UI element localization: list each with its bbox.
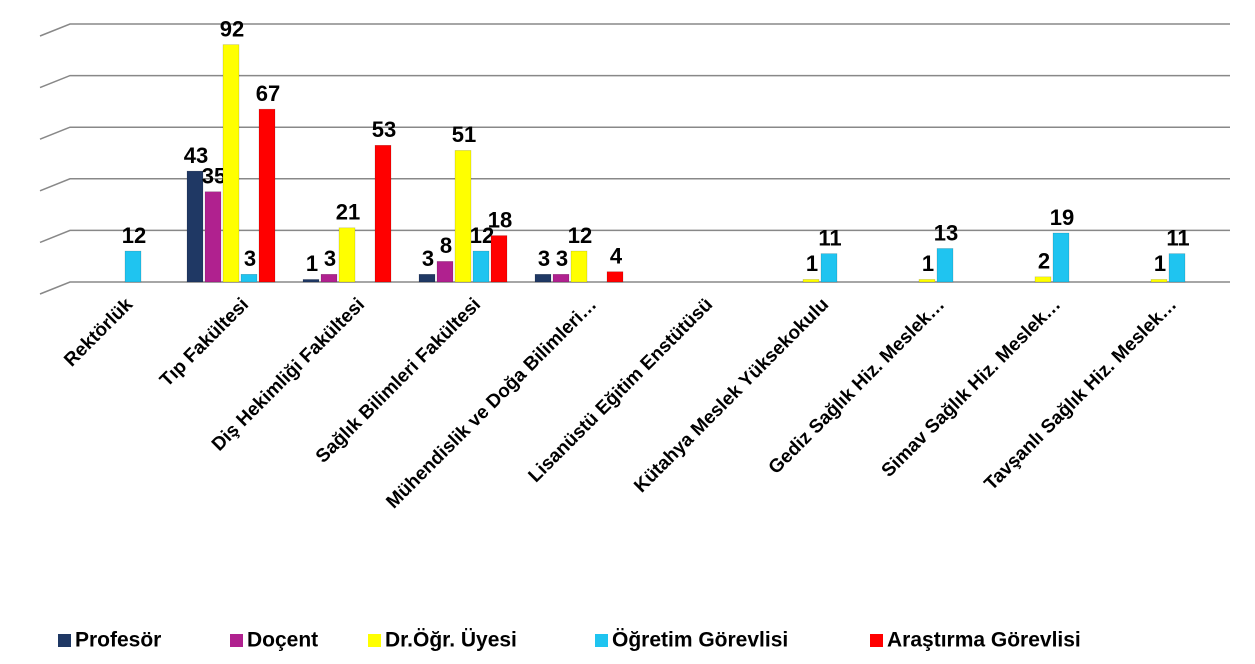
data-label: 12 bbox=[568, 223, 592, 248]
data-label: 3 bbox=[556, 246, 568, 271]
data-label: 8 bbox=[440, 233, 452, 258]
data-label: 3 bbox=[244, 246, 256, 271]
legend-swatch bbox=[368, 634, 381, 647]
data-label: 12 bbox=[470, 223, 494, 248]
data-label: 11 bbox=[1166, 225, 1189, 250]
legend-item: Profesör bbox=[58, 629, 161, 652]
bar bbox=[534, 274, 552, 283]
legend-swatch bbox=[870, 634, 883, 647]
bar bbox=[1034, 276, 1052, 283]
bar bbox=[418, 274, 436, 283]
bar bbox=[302, 279, 320, 283]
bar bbox=[918, 279, 936, 283]
bar bbox=[490, 235, 508, 283]
data-label: 1 bbox=[922, 251, 934, 276]
data-label: 67 bbox=[256, 81, 280, 106]
legend-swatch bbox=[58, 634, 71, 647]
data-label: 2 bbox=[1038, 249, 1050, 274]
grid-line bbox=[39, 178, 1230, 192]
bar bbox=[936, 248, 954, 283]
data-label: 43 bbox=[184, 143, 208, 168]
legend-item: Dr.Öğr. Üyesi bbox=[368, 629, 517, 652]
grid-line bbox=[39, 23, 1230, 37]
data-label: 1 bbox=[1154, 251, 1166, 276]
bar bbox=[606, 271, 624, 283]
grid-line bbox=[39, 229, 1230, 244]
bar bbox=[374, 145, 392, 283]
data-label: 19 bbox=[1050, 205, 1074, 230]
x-tick-label: Kütahya Meslek Yüksekokulu bbox=[630, 294, 833, 497]
data-label: 12 bbox=[122, 223, 146, 248]
x-tick-label: Mühendislik ve Doğa Bilimleri… bbox=[382, 294, 601, 513]
bar bbox=[570, 250, 588, 283]
bar bbox=[338, 227, 356, 283]
legend-item: Doçent bbox=[230, 629, 318, 652]
legend-item: Araştırma Görevlisi bbox=[870, 629, 1081, 652]
x-tick-label: Tıp Fakültesi bbox=[156, 294, 253, 391]
data-label: 3 bbox=[422, 246, 434, 271]
data-label: 3 bbox=[538, 246, 550, 271]
bar bbox=[320, 274, 338, 283]
legend-label: Araştırma Görevlisi bbox=[887, 629, 1081, 652]
x-tick-label: Rektörlük bbox=[60, 294, 137, 371]
legend-swatch bbox=[230, 634, 243, 647]
bar bbox=[186, 170, 204, 283]
data-label: 92 bbox=[220, 16, 244, 41]
data-label: 11 bbox=[818, 225, 841, 250]
bar bbox=[124, 250, 142, 283]
bar bbox=[820, 253, 838, 283]
legend-label: Doçent bbox=[247, 629, 318, 652]
bar bbox=[436, 261, 454, 283]
data-label: 3 bbox=[324, 246, 336, 271]
x-tick-label: Tavşanlı Sağlık Hiz. Meslek… bbox=[981, 294, 1182, 495]
data-label: 18 bbox=[488, 207, 512, 232]
bar bbox=[552, 274, 570, 283]
bar bbox=[222, 44, 240, 283]
data-label: 21 bbox=[336, 200, 360, 225]
data-label: 1 bbox=[306, 251, 318, 276]
legend-item: Öğretim Görevlisi bbox=[595, 629, 788, 652]
grid-line bbox=[39, 74, 1230, 89]
grid-line bbox=[39, 281, 1230, 295]
bar bbox=[204, 191, 222, 283]
bar bbox=[1052, 232, 1070, 283]
bar bbox=[454, 150, 472, 283]
x-tick-label: Lisanüstü Eğitim Enstütüsü bbox=[525, 294, 717, 486]
bar bbox=[1150, 279, 1168, 283]
data-label: 53 bbox=[372, 117, 396, 142]
bar bbox=[472, 250, 490, 283]
data-label: 4 bbox=[610, 243, 623, 268]
data-label: 35 bbox=[202, 164, 226, 189]
data-label: 13 bbox=[934, 220, 958, 245]
legend-label: Dr.Öğr. Üyesi bbox=[385, 629, 517, 652]
legend-label: Öğretim Görevlisi bbox=[612, 629, 788, 652]
bar bbox=[258, 108, 276, 283]
bar bbox=[1168, 253, 1186, 283]
bar bbox=[802, 279, 820, 283]
grid-line bbox=[39, 126, 1230, 140]
bar bbox=[240, 274, 258, 283]
legend-label: Profesör bbox=[75, 629, 161, 652]
data-label: 51 bbox=[452, 122, 476, 147]
legend-swatch bbox=[595, 634, 608, 647]
data-label: 1 bbox=[806, 251, 818, 276]
